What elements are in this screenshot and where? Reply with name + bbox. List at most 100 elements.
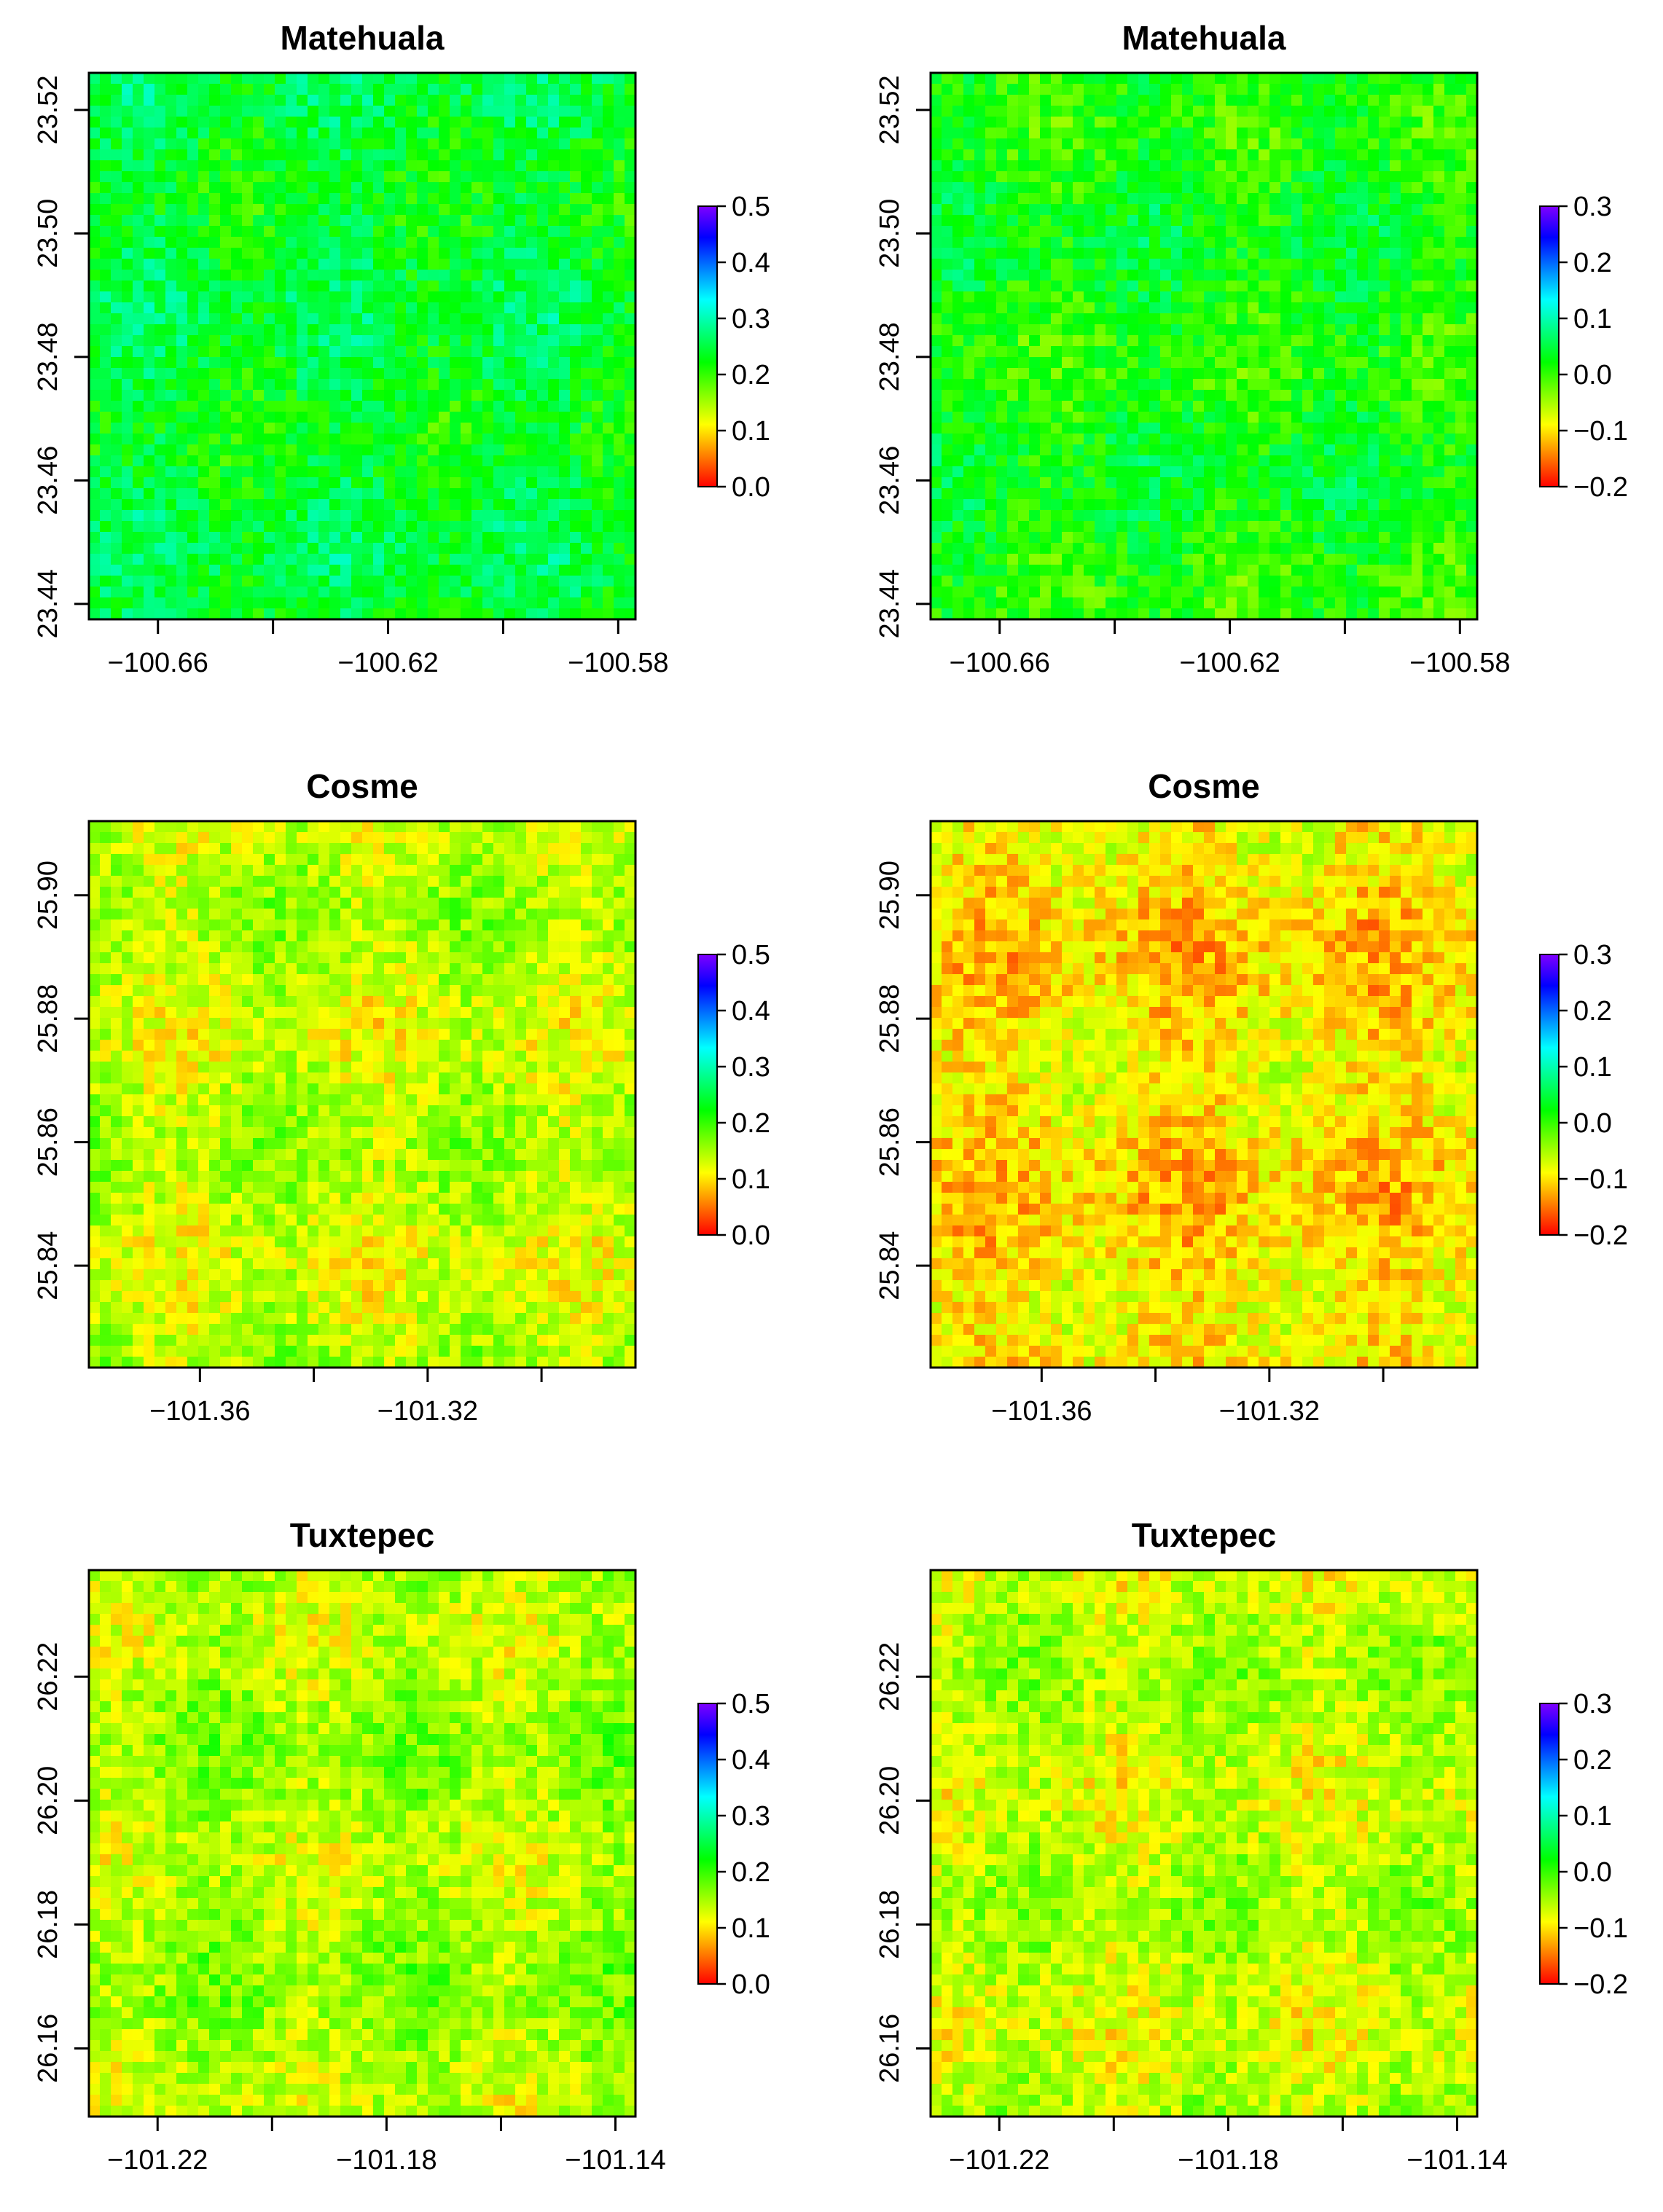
y-tick-label: 25.86 (33, 1107, 63, 1177)
colorbar-tick-label: 0.1 (1573, 1801, 1612, 1832)
colorbar-tick-label: 0.0 (732, 472, 770, 503)
colorbar-tick-label: 0.0 (732, 1969, 770, 2000)
colorbar-tick-label: −0.1 (1573, 1164, 1628, 1195)
x-tick-label: −100.58 (568, 648, 668, 678)
x-tick-label: −100.62 (1179, 648, 1280, 678)
x-tick-label: −100.66 (950, 648, 1050, 678)
x-tick-label: −101.18 (1178, 2145, 1278, 2176)
y-tick-label: 26.16 (874, 2014, 905, 2083)
panel-title: Tuxtepec (290, 1516, 435, 1554)
colorbar-tick-label: 0.2 (732, 1857, 770, 1888)
x-tick-label: −101.22 (107, 2145, 208, 2176)
panel-title: Tuxtepec (1132, 1516, 1277, 1554)
colorbar-tick-label: 0.2 (1573, 1745, 1612, 1776)
panel-2: Matehuala −100.66 −100.62 −100.58 23.44 23.46… (874, 19, 1628, 678)
x-tick-label: −101.14 (1406, 2145, 1507, 2176)
colorbar-tick-label: 0.4 (732, 248, 770, 278)
colorbar-tick-label: 0.3 (1573, 1689, 1612, 1719)
raster (931, 73, 1478, 620)
x-tick-label: −101.32 (1219, 1396, 1320, 1427)
colorbar (1539, 954, 1560, 1236)
raster (89, 1570, 636, 2117)
y-tick-label: 26.18 (33, 1890, 63, 1959)
colorbar-tick-label: 0.1 (732, 1913, 770, 1944)
panel-3: Cosme −101.36 −101.32 25.84 25.86 25.88 25.90 0… (33, 767, 770, 1427)
colorbar-tick-label: 0.2 (732, 360, 770, 391)
colorbar-tick-label: −0.2 (1573, 472, 1628, 503)
y-tick-label: 23.52 (33, 75, 63, 144)
colorbar-tick-label: 0.0 (1573, 360, 1612, 391)
y-tick-label: 26.22 (874, 1642, 905, 1711)
colorbar-tick-label: 0.5 (732, 940, 770, 970)
y-tick-label: 23.50 (874, 199, 905, 268)
x-tick-label: −100.66 (108, 648, 208, 678)
y-tick-label: 23.50 (33, 199, 63, 268)
y-tick-label: 23.52 (874, 75, 905, 144)
colorbar-tick-label: 0.4 (732, 996, 770, 1027)
colorbar-tick-label: 0.1 (732, 1164, 770, 1195)
colorbar-tick-label: −0.2 (1573, 1220, 1628, 1251)
colorbar-tick-label: 0.0 (1573, 1108, 1612, 1139)
y-tick-label: 26.20 (33, 1766, 63, 1835)
colorbar-tick-label: −0.1 (1573, 416, 1628, 447)
plot-frame (929, 71, 1479, 621)
colorbar (1539, 205, 1560, 487)
raster (89, 73, 636, 620)
y-tick-label: 25.84 (874, 1231, 905, 1301)
colorbar (697, 954, 718, 1236)
colorbar-tick-label: 0.3 (732, 1801, 770, 1832)
colorbar-tick-label: 0.1 (1573, 1052, 1612, 1083)
plot-frame (87, 71, 637, 621)
x-tick-label: −101.36 (149, 1396, 250, 1427)
colorbar (697, 205, 718, 487)
colorbar-tick-label: 0.5 (732, 192, 770, 222)
colorbar-tick-label: 0.0 (1573, 1857, 1612, 1888)
y-tick-label: 23.48 (33, 322, 63, 391)
panel-title: Matehuala (1122, 19, 1286, 57)
colorbar (1539, 1703, 1560, 1985)
colorbar-tick-label: 0.3 (732, 1052, 770, 1083)
y-tick-label: 23.46 (874, 446, 905, 515)
x-tick-label: −100.58 (1409, 648, 1510, 678)
y-tick-label: 23.48 (874, 322, 905, 391)
colorbar-tick-label: 0.0 (732, 1220, 770, 1251)
raster (89, 821, 636, 1368)
x-tick-label: −101.32 (377, 1396, 478, 1427)
colorbar-tick-label: 0.5 (732, 1689, 770, 1719)
colorbar-tick-label: 0.2 (1573, 248, 1612, 278)
y-tick-label: 26.20 (874, 1766, 905, 1835)
panel-6: Tuxtepec −101.22 −101.18 −101.14 26.16 26.18 2… (874, 1516, 1628, 2176)
colorbar-tick-label: −0.2 (1573, 1969, 1628, 2000)
x-tick-label: −101.22 (949, 2145, 1049, 2176)
panel-5: Tuxtepec −101.22 −101.18 −101.14 26.16 26.18 2… (33, 1516, 770, 2176)
panel-4: Cosme −101.36 −101.32 25.84 25.86 25.88 25.90 −… (874, 767, 1628, 1427)
y-tick-label: 26.16 (33, 2014, 63, 2083)
plot-frame (929, 1569, 1479, 2118)
y-tick-label: 23.44 (874, 569, 905, 638)
y-tick-label: 25.90 (33, 860, 63, 930)
y-tick-label: 23.44 (33, 569, 63, 638)
x-tick-label: −100.62 (337, 648, 438, 678)
colorbar-tick-label: 0.1 (1573, 304, 1612, 334)
y-tick-label: 25.88 (874, 984, 905, 1054)
panel-title: Matehuala (281, 19, 445, 57)
y-tick-label: 25.86 (874, 1107, 905, 1177)
x-tick-label: −101.18 (336, 2145, 437, 2176)
y-tick-label: 26.18 (874, 1890, 905, 1959)
colorbar-tick-label: 0.3 (1573, 192, 1612, 222)
panel-title: Cosme (1148, 767, 1259, 805)
y-tick-label: 26.22 (33, 1642, 63, 1711)
raster (931, 821, 1478, 1368)
x-tick-label: −101.36 (991, 1396, 1092, 1427)
colorbar-tick-label: 0.4 (732, 1745, 770, 1776)
y-tick-label: 23.46 (33, 446, 63, 515)
colorbar-tick-label: 0.3 (1573, 940, 1612, 970)
plot-frame (87, 1569, 637, 2118)
colorbar-tick-label: 0.2 (1573, 996, 1612, 1027)
colorbar-tick-label: −0.1 (1573, 1913, 1628, 1944)
panel-1: Matehuala −100.66 −100.62 −100.58 23.44 23.46… (33, 19, 770, 678)
raster (931, 1570, 1478, 2117)
y-tick-label: 25.84 (33, 1231, 63, 1301)
colorbar-tick-label: 0.1 (732, 416, 770, 447)
